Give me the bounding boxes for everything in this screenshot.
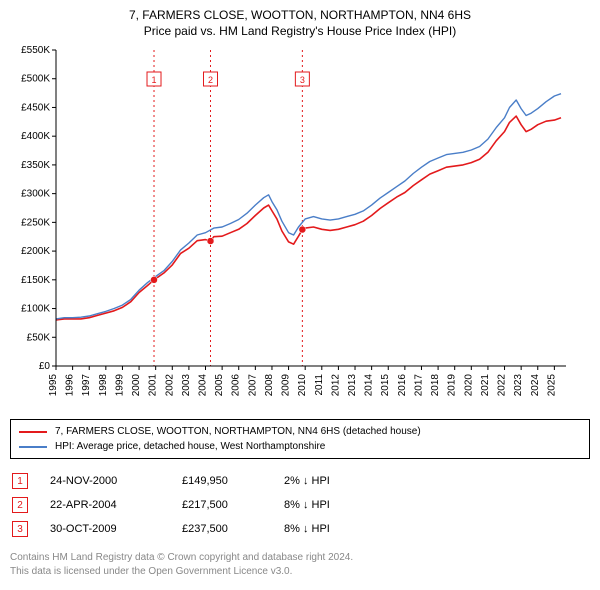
legend-label: 7, FARMERS CLOSE, WOOTTON, NORTHAMPTON, … (55, 424, 421, 439)
svg-text:2001: 2001 (148, 374, 159, 397)
svg-text:£500K: £500K (21, 74, 50, 85)
chart-svg: £0 £50K £100K £150K £200K £250K £300K £350K £400… (10, 44, 570, 404)
svg-text:2005: 2005 (214, 374, 225, 397)
svg-text:£250K: £250K (21, 217, 50, 228)
event-row: 1 24-NOV-2000 £149,950 2% ↓ HPI (10, 469, 590, 493)
event-price: £237,500 (182, 523, 262, 535)
event-price: £149,950 (182, 475, 262, 487)
svg-text:2000: 2000 (131, 374, 142, 397)
svg-text:1998: 1998 (98, 374, 109, 397)
svg-text:£0: £0 (39, 361, 51, 372)
svg-text:2003: 2003 (181, 374, 192, 397)
svg-text:£150K: £150K (21, 275, 50, 286)
event-diff: 8% ↓ HPI (284, 499, 330, 511)
svg-text:£550K: £550K (21, 45, 50, 56)
svg-text:£350K: £350K (21, 160, 50, 171)
svg-text:3: 3 (300, 75, 305, 85)
event-number-box: 3 (12, 521, 28, 537)
svg-text:2004: 2004 (198, 374, 209, 397)
legend-swatch (19, 431, 47, 433)
figure-container: 7, FARMERS CLOSE, WOOTTON, NORTHAMPTON, … (0, 0, 600, 589)
svg-text:1995: 1995 (48, 374, 59, 397)
svg-text:2002: 2002 (164, 374, 175, 397)
svg-text:£450K: £450K (21, 102, 50, 113)
svg-text:2023: 2023 (513, 374, 524, 397)
title-subtitle: Price paid vs. HM Land Registry's House … (10, 24, 590, 38)
svg-text:£300K: £300K (21, 189, 50, 200)
svg-text:1996: 1996 (65, 374, 76, 397)
svg-text:£400K: £400K (21, 131, 50, 142)
title-block: 7, FARMERS CLOSE, WOOTTON, NORTHAMPTON, … (10, 8, 590, 38)
svg-text:2016: 2016 (397, 374, 408, 397)
event-number-box: 2 (12, 497, 28, 513)
svg-text:2007: 2007 (247, 374, 258, 397)
svg-text:1: 1 (152, 75, 157, 85)
svg-text:£100K: £100K (21, 304, 50, 315)
legend-item: HPI: Average price, detached house, West… (19, 439, 581, 454)
footer-line1: Contains HM Land Registry data © Crown c… (10, 551, 590, 565)
event-row: 3 30-OCT-2009 £237,500 8% ↓ HPI (10, 517, 590, 541)
event-price: £217,500 (182, 499, 262, 511)
chart: £0 £50K £100K £150K £200K £250K £300K £350K £400… (10, 44, 590, 409)
footer-note: Contains HM Land Registry data © Crown c… (10, 551, 590, 579)
event-diff: 2% ↓ HPI (284, 475, 330, 487)
event-date: 22-APR-2004 (50, 499, 160, 511)
event-number-box: 1 (12, 473, 28, 489)
svg-text:2020: 2020 (463, 374, 474, 397)
svg-text:2017: 2017 (413, 374, 424, 397)
svg-text:2012: 2012 (330, 374, 341, 397)
svg-text:2021: 2021 (480, 374, 491, 397)
svg-text:2010: 2010 (297, 374, 308, 397)
svg-text:2013: 2013 (347, 374, 358, 397)
svg-text:2015: 2015 (380, 374, 391, 397)
svg-text:2009: 2009 (281, 374, 292, 397)
svg-text:2018: 2018 (430, 374, 441, 397)
svg-text:2008: 2008 (264, 374, 275, 397)
legend-item: 7, FARMERS CLOSE, WOOTTON, NORTHAMPTON, … (19, 424, 581, 439)
event-date: 24-NOV-2000 (50, 475, 160, 487)
legend: 7, FARMERS CLOSE, WOOTTON, NORTHAMPTON, … (10, 419, 590, 459)
svg-text:2006: 2006 (231, 374, 242, 397)
svg-text:2014: 2014 (364, 374, 375, 397)
svg-text:£200K: £200K (21, 246, 50, 257)
svg-text:2019: 2019 (447, 374, 458, 397)
legend-swatch (19, 446, 47, 448)
event-row: 2 22-APR-2004 £217,500 8% ↓ HPI (10, 493, 590, 517)
event-date: 30-OCT-2009 (50, 523, 160, 535)
svg-text:2011: 2011 (314, 374, 325, 396)
svg-text:2024: 2024 (530, 374, 541, 397)
svg-text:2022: 2022 (497, 374, 508, 397)
event-diff: 8% ↓ HPI (284, 523, 330, 535)
svg-text:2: 2 (208, 75, 213, 85)
svg-text:1997: 1997 (81, 374, 92, 397)
events-table: 1 24-NOV-2000 £149,950 2% ↓ HPI 2 22-APR-2004… (10, 469, 590, 541)
legend-label: HPI: Average price, detached house, West… (55, 439, 325, 454)
svg-text:2025: 2025 (546, 374, 557, 397)
footer-line2: This data is licensed under the Open Gov… (10, 565, 590, 579)
svg-text:£50K: £50K (27, 332, 51, 343)
svg-text:1999: 1999 (114, 374, 125, 397)
title-address: 7, FARMERS CLOSE, WOOTTON, NORTHAMPTON, … (10, 8, 590, 22)
